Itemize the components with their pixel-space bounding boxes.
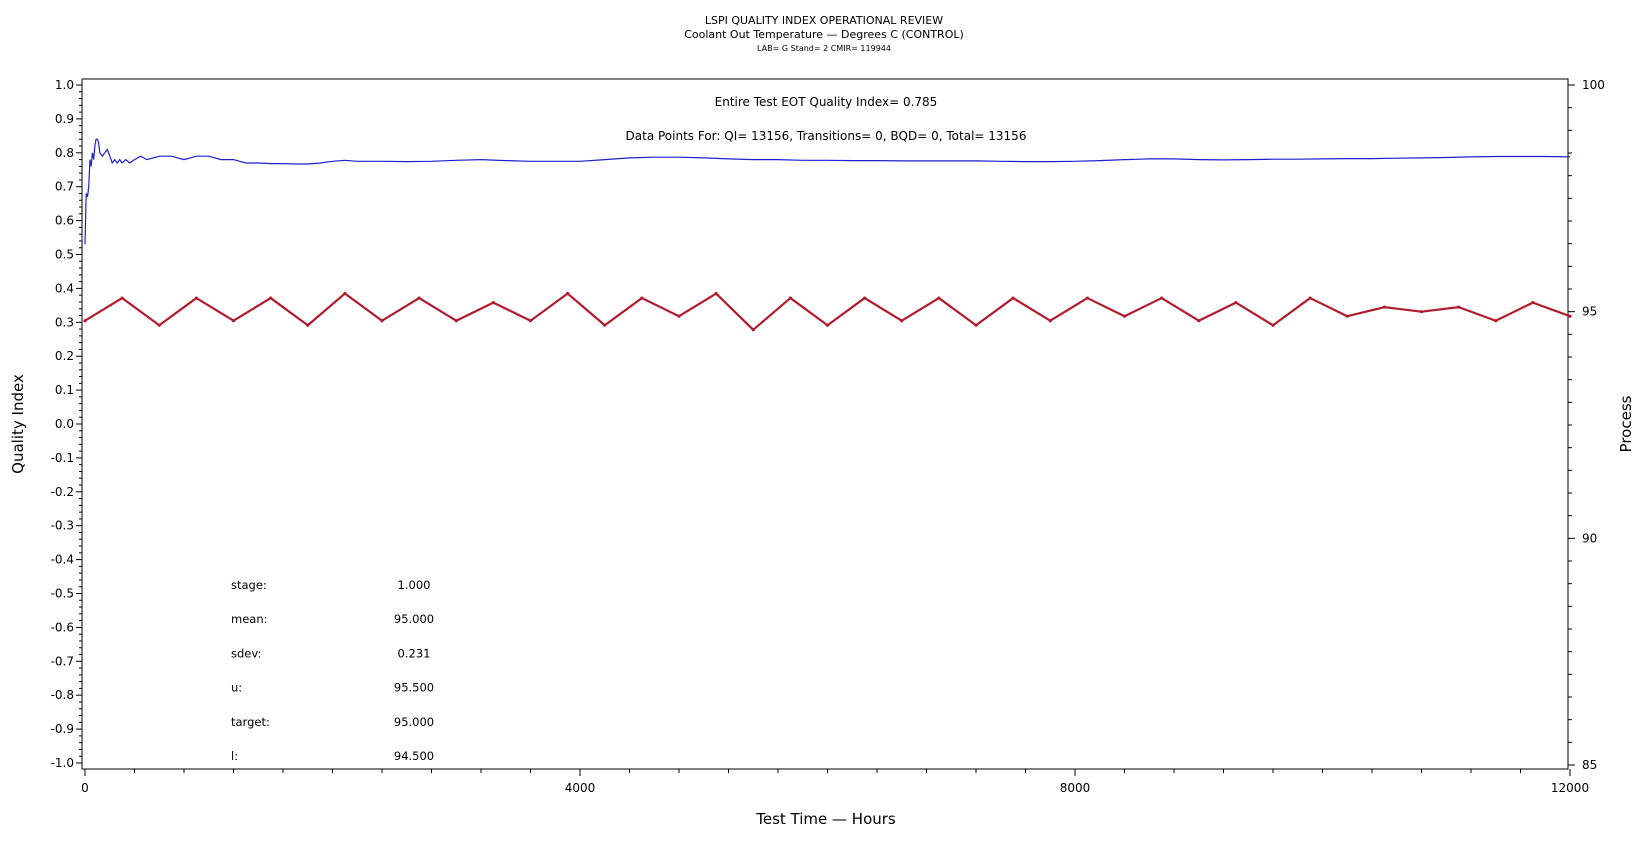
process-segment	[1198, 301, 1237, 322]
process-segment	[455, 301, 494, 322]
process-segment	[121, 297, 160, 327]
stats-panel: stage: 1.000 mean: 95.000 sdev: 0.231 u: 95.500…	[231, 578, 434, 763]
y-tick-label: 0.8	[55, 146, 74, 160]
process-segment	[1272, 297, 1311, 327]
stat-label: u:	[231, 681, 242, 695]
process-segment	[938, 297, 977, 327]
stat-value: 0.231	[398, 646, 431, 660]
plot-frame	[81, 78, 1569, 770]
process-segment	[789, 297, 829, 327]
y-tick-label: 0.0	[55, 417, 74, 431]
stat-value: 95.500	[394, 681, 434, 695]
process-segment	[195, 297, 235, 322]
process-point	[1568, 314, 1572, 318]
process-segment	[269, 297, 309, 327]
process-segment	[1458, 306, 1497, 322]
y-tick-label: 1.0	[55, 78, 74, 92]
y-tick-label: 0.1	[55, 383, 74, 397]
left-axis: 1.0 0.9 0.8 0.7 0.6 0.5 0.4 0.3 0.2 0.1 0.0 -0.1 -0.…	[51, 78, 82, 770]
process-segment	[604, 297, 643, 327]
y-axis-title: Quality Index	[9, 374, 27, 474]
y-tick-label: -0.3	[51, 519, 74, 533]
process-segment	[715, 292, 755, 331]
y-tick-label: -0.6	[51, 620, 74, 634]
process-segment	[975, 297, 1014, 327]
x-tick-label: 4000	[565, 781, 596, 795]
y2-tick-label: 95	[1582, 305, 1597, 319]
y-tick-label: -0.5	[51, 587, 74, 601]
process-segment	[1161, 297, 1200, 322]
process-segment	[158, 297, 198, 327]
process-segment	[1049, 297, 1088, 322]
y-tick-label: -0.9	[51, 722, 74, 736]
process-segment	[1421, 306, 1459, 313]
stat-value: 95.000	[394, 715, 434, 729]
process-segment	[1384, 306, 1422, 313]
process-segment	[1309, 297, 1348, 318]
y-tick-label: 0.9	[55, 112, 74, 126]
y-tick-label: 0.3	[55, 315, 74, 329]
y-tick-label: 0.4	[55, 281, 74, 295]
y2-tick-label: 85	[1582, 758, 1597, 772]
y-tick-label: -0.8	[51, 688, 74, 702]
process-segment	[1086, 297, 1125, 318]
process-segment	[1235, 301, 1274, 327]
stat-value: 95.000	[394, 612, 434, 626]
chart-subtitle: Coolant Out Temperature — Degrees C (CON…	[684, 28, 964, 41]
y-tick-label: -0.7	[51, 654, 74, 668]
stat-value: 94.500	[394, 749, 434, 763]
process-segment	[232, 297, 272, 322]
x-tick-label: 12000	[1551, 781, 1589, 795]
series-layer	[83, 138, 1572, 332]
y2-tick-label: 100	[1582, 78, 1605, 92]
stat-label: stage:	[231, 578, 267, 592]
process-segment	[381, 297, 420, 322]
quality-index-annotation: Entire Test EOT Quality Index= 0.785	[715, 95, 938, 109]
process-segment	[1012, 297, 1051, 322]
process-segment	[1124, 297, 1163, 318]
stat-value: 1.000	[398, 578, 431, 592]
y-tick-label: 0.7	[55, 180, 74, 194]
y-tick-label: -0.2	[51, 485, 74, 499]
process-segment	[492, 301, 531, 322]
y2-axis-title: Process	[1617, 395, 1635, 452]
process-segment	[1346, 306, 1385, 318]
process-segment	[752, 297, 792, 331]
process-segment	[307, 292, 346, 327]
process-series	[83, 291, 1572, 332]
data-points-annotation: Data Points For: QI= 13156, Transitions=…	[626, 129, 1027, 143]
x-tick-label: 8000	[1060, 781, 1091, 795]
stat-label: target:	[231, 715, 270, 729]
right-axis: 100 95 90 85	[1568, 78, 1605, 772]
process-segment	[566, 292, 606, 327]
x-tick-label: 0	[81, 781, 89, 795]
chart-title: LSPI QUALITY INDEX OPERATIONAL REVIEW	[705, 14, 943, 27]
y2-tick-label: 90	[1582, 531, 1597, 545]
y-tick-label: 0.2	[55, 349, 74, 363]
process-segment	[901, 297, 940, 322]
process-segment	[529, 292, 569, 322]
quality-index-line	[84, 138, 1571, 245]
process-segment	[1532, 301, 1571, 318]
process-segment	[678, 292, 717, 318]
process-segment	[826, 297, 866, 327]
bottom-axis: 0 4000 8000 12000	[81, 769, 1589, 795]
process-segment	[641, 297, 680, 318]
y-tick-label: -0.4	[51, 553, 74, 567]
x-axis-title: Test Time — Hours	[755, 810, 896, 828]
y-tick-label: 0.6	[55, 214, 74, 228]
process-segment	[864, 297, 903, 322]
process-segment	[418, 297, 457, 322]
y-tick-label: 0.5	[55, 248, 74, 262]
process-segment	[1495, 301, 1534, 322]
process-segment	[84, 297, 123, 322]
stat-label: sdev:	[231, 646, 261, 660]
process-segment	[344, 292, 383, 322]
stat-label: l:	[231, 749, 238, 763]
stat-label: mean:	[231, 612, 268, 626]
y-tick-label: -1.0	[51, 756, 74, 770]
y-tick-label: -0.1	[51, 451, 74, 465]
chart-subtitle-2: LAB= G Stand= 2 CMIR= 119944	[757, 44, 891, 53]
